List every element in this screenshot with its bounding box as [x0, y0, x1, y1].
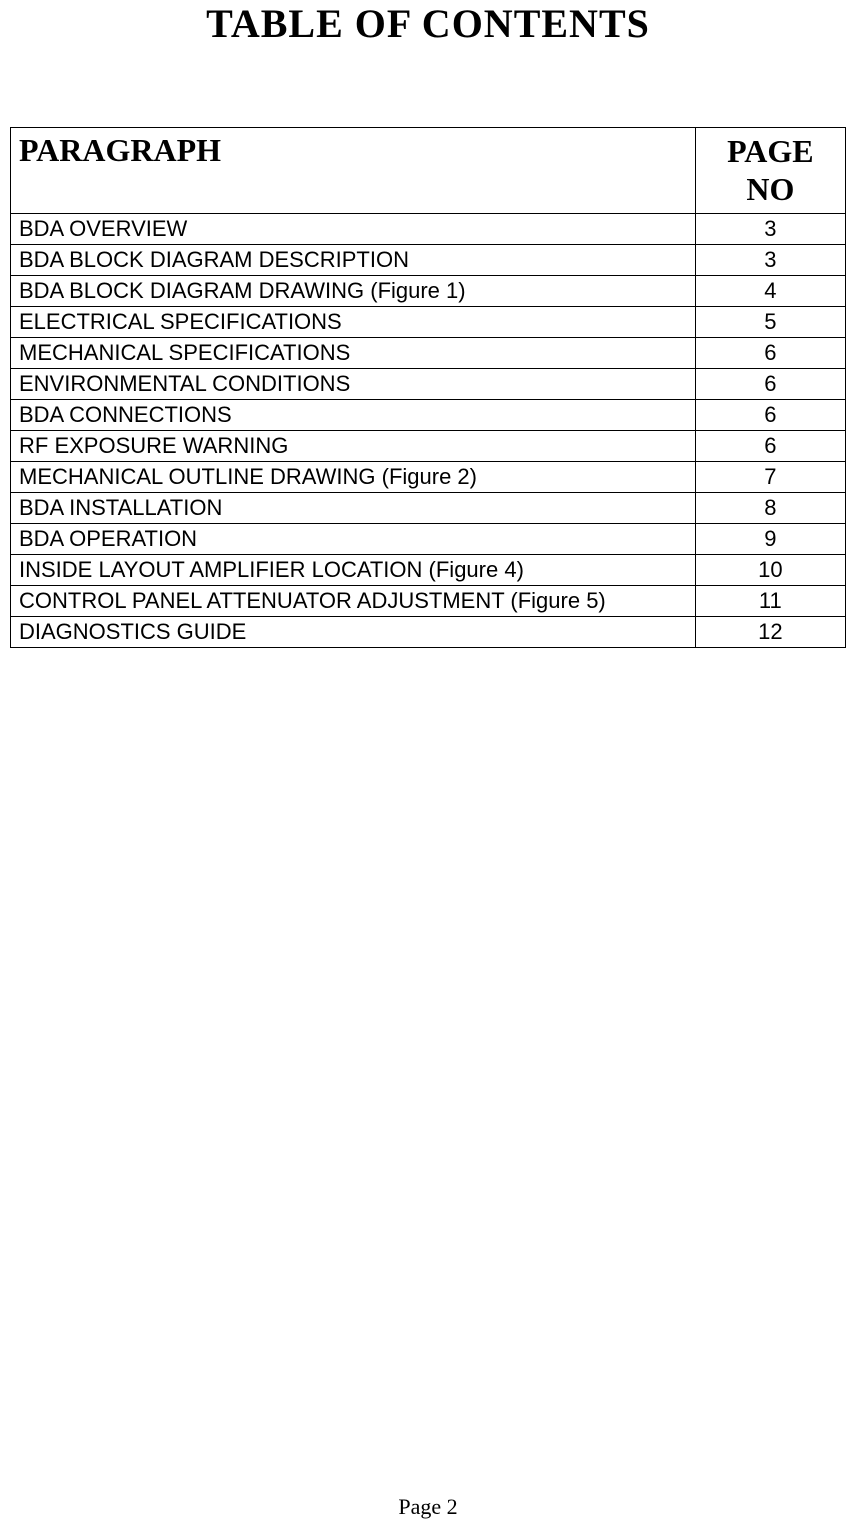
- cell-paragraph: BDA CONNECTIONS: [11, 399, 696, 430]
- column-header-paragraph: PARAGRAPH: [11, 128, 696, 214]
- cell-page: 11: [695, 585, 845, 616]
- cell-paragraph: MECHANICAL OUTLINE DRAWING (Figure 2): [11, 461, 696, 492]
- table-row: BDA INSTALLATION 8: [11, 492, 846, 523]
- cell-page: 3: [695, 213, 845, 244]
- cell-paragraph: ENVIRONMENTAL CONDITIONS: [11, 368, 696, 399]
- cell-page: 5: [695, 306, 845, 337]
- table-body: BDA OVERVIEW 3 BDA BLOCK DIAGRAM DESCRIP…: [11, 213, 846, 647]
- cell-page: 12: [695, 616, 845, 647]
- cell-page: 3: [695, 244, 845, 275]
- cell-paragraph: BDA OPERATION: [11, 523, 696, 554]
- cell-paragraph: CONTROL PANEL ATTENUATOR ADJUSTMENT (Fig…: [11, 585, 696, 616]
- cell-page: 6: [695, 337, 845, 368]
- cell-paragraph: ELECTRICAL SPECIFICATIONS: [11, 306, 696, 337]
- cell-paragraph: DIAGNOSTICS GUIDE: [11, 616, 696, 647]
- cell-page: 9: [695, 523, 845, 554]
- cell-page: 10: [695, 554, 845, 585]
- table-row: BDA OPERATION 9: [11, 523, 846, 554]
- table-row: INSIDE LAYOUT AMPLIFIER LOCATION (Figure…: [11, 554, 846, 585]
- table-row: BDA OVERVIEW 3: [11, 213, 846, 244]
- page-title: TABLE OF CONTENTS: [10, 0, 846, 47]
- table-row: RF EXPOSURE WARNING 6: [11, 430, 846, 461]
- page-footer: Page 2: [0, 1494, 856, 1520]
- table-row: ELECTRICAL SPECIFICATIONS 5: [11, 306, 846, 337]
- cell-page: 6: [695, 368, 845, 399]
- cell-paragraph: BDA BLOCK DIAGRAM DRAWING (Figure 1): [11, 275, 696, 306]
- cell-paragraph: BDA INSTALLATION: [11, 492, 696, 523]
- cell-page: 4: [695, 275, 845, 306]
- cell-page: 6: [695, 399, 845, 430]
- toc-table: PARAGRAPH PAGE NO BDA OVERVIEW 3 BDA BLO…: [10, 127, 846, 648]
- cell-paragraph: INSIDE LAYOUT AMPLIFIER LOCATION (Figure…: [11, 554, 696, 585]
- table-row: BDA BLOCK DIAGRAM DESCRIPTION 3: [11, 244, 846, 275]
- cell-page: 7: [695, 461, 845, 492]
- cell-page: 8: [695, 492, 845, 523]
- table-row: MECHANICAL OUTLINE DRAWING (Figure 2) 7: [11, 461, 846, 492]
- table-row: DIAGNOSTICS GUIDE 12: [11, 616, 846, 647]
- table-row: MECHANICAL SPECIFICATIONS 6: [11, 337, 846, 368]
- table-row: ENVIRONMENTAL CONDITIONS 6: [11, 368, 846, 399]
- cell-paragraph: RF EXPOSURE WARNING: [11, 430, 696, 461]
- table-row: BDA BLOCK DIAGRAM DRAWING (Figure 1) 4: [11, 275, 846, 306]
- table-header-row: PARAGRAPH PAGE NO: [11, 128, 846, 214]
- cell-paragraph: BDA BLOCK DIAGRAM DESCRIPTION: [11, 244, 696, 275]
- table-row: CONTROL PANEL ATTENUATOR ADJUSTMENT (Fig…: [11, 585, 846, 616]
- column-header-page: PAGE NO: [695, 128, 845, 214]
- table-row: BDA CONNECTIONS 6: [11, 399, 846, 430]
- cell-paragraph: MECHANICAL SPECIFICATIONS: [11, 337, 696, 368]
- cell-paragraph: BDA OVERVIEW: [11, 213, 696, 244]
- cell-page: 6: [695, 430, 845, 461]
